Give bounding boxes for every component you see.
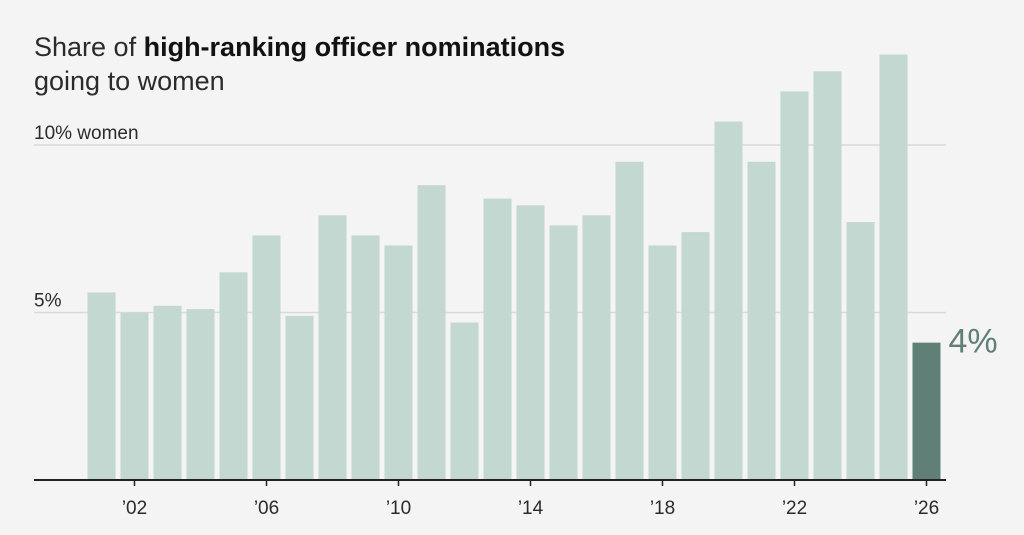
bar-2014: [516, 205, 545, 481]
bar-2012: [450, 322, 479, 480]
bar-2015: [549, 225, 578, 480]
bars: [87, 54, 941, 481]
x-tick-label-2022: ’22: [782, 498, 807, 519]
bar-2022: [780, 91, 809, 481]
x-tick-label-2018: ’18: [650, 498, 675, 519]
x-tick-label-2010: ’10: [386, 498, 411, 519]
bar-2003: [153, 305, 182, 480]
bar-2025: [879, 54, 908, 481]
bar-2024: [846, 222, 875, 481]
x-tick-label-2002: ’02: [122, 498, 147, 519]
title-bold-text: high-ranking officer nominations: [143, 32, 566, 62]
bar-2017: [615, 161, 644, 480]
bar-2013: [483, 198, 512, 480]
bar-2009: [351, 235, 380, 480]
bar-2002: [120, 312, 149, 480]
bar-2019: [681, 232, 710, 480]
bar-2020: [714, 121, 743, 481]
title-prefix: Share of: [34, 32, 144, 62]
bar-2011: [417, 185, 446, 480]
title-line-2: going to women: [34, 66, 225, 96]
bar-2026: [912, 342, 941, 480]
bar-2021: [747, 161, 776, 480]
bar-2001: [87, 292, 116, 480]
chart-title: Share of high-ranking officer nomination…: [34, 30, 565, 98]
axis-labels: 10% women 5% ’02 ’06 ’10 ’14 ’18 ’22 ’26 4%: [34, 123, 998, 519]
bar-2007: [285, 315, 314, 480]
bar-2010: [384, 245, 413, 480]
bar-2018: [648, 245, 677, 480]
bar-2016: [582, 215, 611, 480]
bar-2006: [252, 235, 281, 480]
bar-2004: [186, 309, 215, 480]
x-tick-label-2006: ’06: [254, 498, 279, 519]
bar-2005: [219, 272, 248, 480]
bar-2008: [318, 215, 347, 480]
title-line-1: Share of high-ranking officer nomination…: [34, 30, 565, 64]
y-tick-label-5: 5%: [34, 291, 62, 312]
y-tick-label-10: 10% women: [34, 123, 139, 144]
highlight-value-label: 4%: [949, 323, 998, 361]
x-tick-label-2014: ’14: [518, 498, 544, 519]
bar-2023: [813, 71, 842, 481]
x-tick-label-2026: ’26: [914, 498, 939, 519]
